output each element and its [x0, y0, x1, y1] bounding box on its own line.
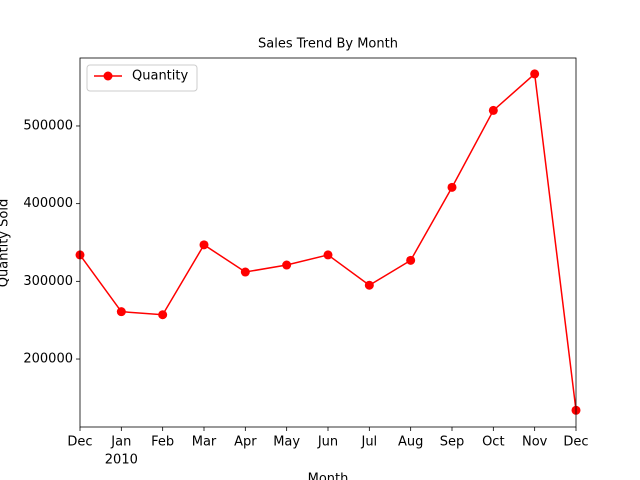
- x-tick-label: Sep: [440, 435, 465, 450]
- x-year-label: 2010: [105, 453, 138, 468]
- x-tick-label: May: [273, 435, 300, 450]
- x-axis-label: Month: [308, 472, 349, 480]
- y-tick-label: 300000: [23, 274, 73, 289]
- y-tick-label: 400000: [23, 196, 73, 211]
- axes-frame: [79, 57, 577, 428]
- point: [488, 105, 498, 115]
- x-tick-label: Dec: [563, 435, 588, 450]
- x-tick-label: Aug: [398, 435, 423, 450]
- x-tick-label: Jul: [360, 435, 377, 450]
- legend-box: [86, 64, 198, 92]
- legend-marker: [103, 71, 113, 81]
- point: [406, 255, 416, 265]
- y-axis-label: Quantity Sold: [0, 199, 12, 287]
- x-tick-label: Jun: [317, 435, 338, 450]
- chart-title: Sales Trend By Month: [258, 37, 398, 52]
- point: [530, 69, 540, 79]
- x-tick-label: Nov: [522, 435, 548, 450]
- point: [240, 267, 250, 277]
- point: [158, 310, 168, 320]
- y-tick-label: 200000: [23, 352, 73, 367]
- legend-label: Quantity: [132, 69, 188, 84]
- point: [447, 182, 457, 192]
- point: [364, 280, 374, 290]
- point: [116, 307, 126, 317]
- x-tick-label: Jan: [110, 435, 131, 450]
- point: [282, 260, 292, 270]
- x-tick-label: Feb: [151, 435, 174, 450]
- y-tick-label: 500000: [23, 118, 73, 133]
- point: [323, 250, 333, 260]
- series-line: [79, 72, 577, 411]
- x-tick-label: Oct: [482, 435, 504, 450]
- x-tick-label: Apr: [234, 435, 257, 450]
- x-tick-label: Dec: [67, 435, 92, 450]
- x-tick-label: Mar: [192, 435, 217, 450]
- point: [199, 240, 209, 250]
